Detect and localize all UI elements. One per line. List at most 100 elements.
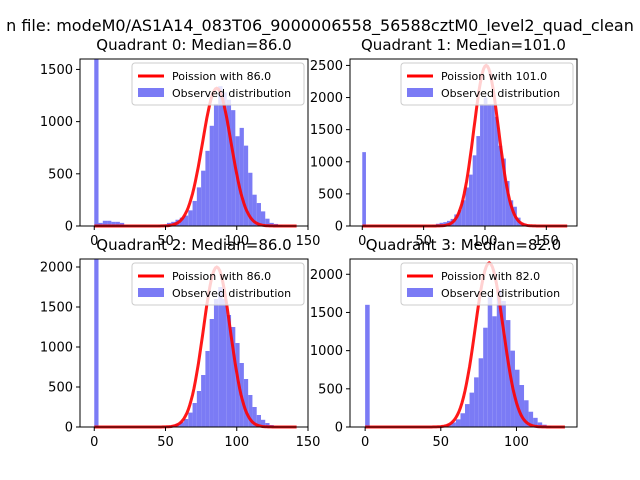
hist-bar [243, 379, 249, 427]
legend-fit-label: Poission with 86.0 [172, 270, 271, 283]
y-tick-label: 0 [335, 220, 343, 235]
y-tick-label: 1000 [310, 155, 343, 170]
y-tick-label: 1000 [40, 341, 73, 356]
hist-bar [209, 319, 214, 427]
legend-fit-label: Poission with 86.0 [172, 70, 271, 83]
hist-bar [501, 301, 506, 427]
axes-frame [349, 58, 578, 227]
y-tick-label: 2000 [310, 268, 343, 283]
hist-bar [491, 103, 495, 226]
hist-bar [260, 419, 266, 427]
y-tick-label: 2000 [40, 261, 73, 276]
x-tick-label: 50 [415, 234, 432, 249]
y-tick-label: 1000 [310, 344, 343, 359]
hist-bar [188, 412, 193, 427]
x-tick-label: 100 [473, 234, 498, 249]
hist-bar [451, 422, 456, 427]
hist-bar [496, 289, 502, 427]
hist-bar [260, 211, 266, 226]
y-tick-label: 500 [48, 167, 73, 182]
hist-bar [111, 221, 116, 226]
hist-bar [514, 369, 520, 427]
y-tick-label: 1500 [40, 301, 73, 316]
hist-bar [483, 97, 488, 227]
hist-bar [265, 218, 270, 226]
hist-bar [533, 417, 538, 427]
x-tick-label: 150 [534, 234, 559, 249]
axes-frame [79, 58, 309, 227]
hist-bar [196, 391, 202, 427]
legend-hist-label: Observed distribution [172, 287, 291, 300]
hist-bar [188, 210, 193, 226]
legend-hist-swatch [138, 288, 164, 297]
subplot-title: Quadrant 1: Median=101.0 [361, 36, 566, 54]
x-tick-label: 100 [504, 435, 529, 450]
y-tick-label: 2500 [310, 59, 343, 74]
hist-bar [498, 145, 503, 226]
hist-bar [476, 136, 481, 226]
hist-bar [457, 209, 462, 226]
hist-bar [231, 327, 236, 427]
hist-bar [222, 299, 227, 427]
hist-bar [179, 422, 185, 427]
hist-bar [115, 221, 120, 226]
hist-bar [213, 299, 219, 427]
hist-bar [192, 403, 197, 427]
hist-bar [362, 152, 366, 226]
x-tick-label: 50 [433, 435, 450, 450]
legend-box [131, 262, 305, 306]
hist-bar [472, 155, 477, 226]
hist-bar [256, 415, 261, 427]
hist-bar [107, 220, 112, 226]
legend-hist-swatch [407, 288, 433, 297]
hist-bar [460, 413, 466, 427]
hist-bar [265, 423, 270, 427]
hist-bar [469, 392, 475, 427]
hist-bar [528, 411, 534, 427]
hist-bar [474, 377, 479, 427]
hist-bar [492, 316, 497, 427]
x-tick-label: 0 [361, 435, 369, 450]
subplot-title: Quadrant 2: Median=86.0 [96, 236, 291, 254]
y-tick-label: 500 [48, 381, 73, 396]
hist-bar [179, 217, 185, 226]
y-tick-label: 1500 [310, 123, 343, 138]
hist-bar [505, 320, 511, 427]
legend-hist-swatch [407, 88, 433, 97]
y-tick-label: 0 [65, 220, 73, 235]
hist-bar [480, 103, 484, 226]
hist-bar [184, 419, 189, 427]
hist-bar [184, 215, 189, 226]
hist-bar [252, 194, 257, 226]
y-tick-label: 500 [318, 382, 343, 397]
hist-bar [248, 395, 253, 427]
hist-bar [94, 259, 99, 427]
hist-bar [252, 407, 257, 427]
hist-bar [465, 187, 470, 226]
hist-bar [365, 304, 370, 427]
x-tick-label: 0 [90, 435, 98, 450]
subplot-title: Quadrant 0: Median=86.0 [96, 36, 291, 54]
hist-bar [205, 351, 210, 427]
hist-bar [205, 150, 210, 226]
legend-hist-swatch [138, 88, 164, 97]
hist-bar [537, 422, 543, 427]
hist-bar [226, 99, 232, 226]
legend-hist-label: Observed distribution [172, 87, 291, 100]
hist-bar [461, 200, 466, 226]
x-tick-label: 0 [90, 234, 98, 249]
y-tick-label: 0 [65, 421, 73, 436]
hist-bar [487, 103, 492, 226]
hist-bar [469, 174, 473, 226]
hist-bar [213, 103, 219, 226]
hist-bar [119, 222, 125, 226]
hist-bar [201, 375, 206, 427]
y-tick-label: 2000 [310, 91, 343, 106]
legend-box [400, 262, 574, 306]
hist-bar [505, 181, 510, 226]
legend-hist-label: Observed distribution [441, 287, 560, 300]
legend-fit-label: Poission with 82.0 [441, 270, 540, 283]
hist-bar [226, 315, 232, 427]
